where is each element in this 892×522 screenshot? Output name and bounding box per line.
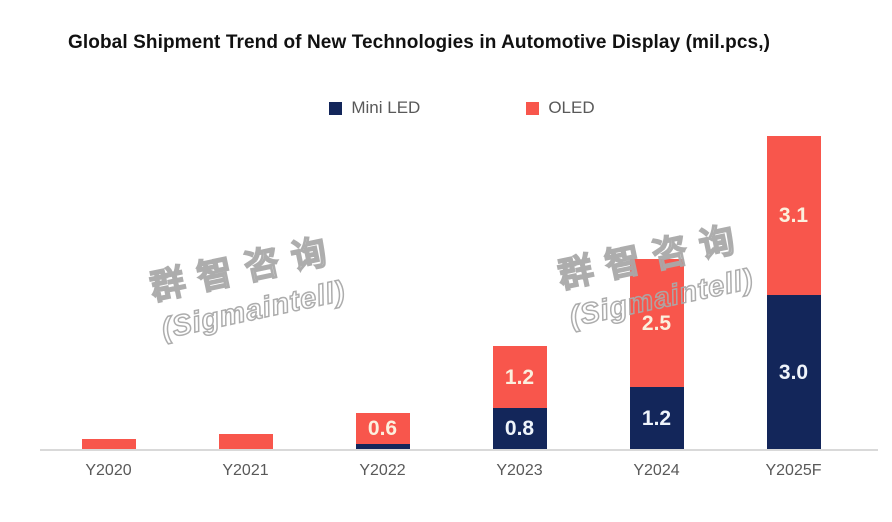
- bar-column-y2022: 0.6: [314, 130, 451, 449]
- bar-column-y2021: [177, 130, 314, 449]
- bar-segment-oled-y2022: 0.6: [355, 413, 410, 444]
- legend-item-mini-led: Mini LED: [329, 98, 420, 118]
- legend-label-oled: OLED: [548, 98, 595, 117]
- bar-columns: 0.6 1.2 0.8 2.5 1.2 3.1 3.0: [40, 130, 862, 449]
- x-axis-label-y2020: Y2020: [85, 462, 132, 479]
- legend: Mini LED OLED: [16, 98, 892, 118]
- x-axis-labels: Y2020 Y2021 Y2022 Y2023 Y2024 Y2025F: [40, 462, 862, 480]
- bar-segment-mini-led-y2022: [355, 444, 410, 449]
- bar-segment-oled-y2020: [81, 439, 136, 449]
- bar-segment-oled-y2021: [218, 434, 273, 449]
- data-label-oled-y2024: 2.5: [641, 311, 672, 335]
- x-axis-label-y2022: Y2022: [359, 462, 406, 479]
- data-label-oled-y2025f: 3.1: [778, 204, 809, 227]
- x-axis-label-y2021: Y2021: [222, 462, 269, 479]
- legend-item-oled: OLED: [526, 98, 595, 118]
- bar-segment-oled-y2025f: 3.1: [766, 136, 821, 295]
- bar-segment-mini-led-y2023: 0.8: [492, 408, 547, 449]
- bar-column-y2024: 2.5 1.2: [588, 130, 725, 449]
- x-axis-label-y2025f: Y2025F: [765, 462, 822, 479]
- legend-swatch-oled-icon: [526, 101, 540, 115]
- legend-label-mini-led: Mini LED: [351, 98, 421, 117]
- chart-title: Global Shipment Trend of New Technologie…: [68, 32, 771, 53]
- x-axis-label-y2024: Y2024: [633, 462, 680, 479]
- bar-stack-y2023: 1.2 0.8: [492, 346, 547, 449]
- bar-segment-mini-led-y2024: 1.2: [629, 387, 684, 449]
- bar-stack-y2021: [218, 434, 273, 449]
- bar-segment-oled-y2024: 2.5: [629, 259, 684, 387]
- bar-segment-mini-led-y2025f: 3.0: [766, 295, 821, 449]
- x-axis-label-y2023: Y2023: [496, 462, 543, 479]
- data-label-mini-led-y2025f: 3.0: [778, 360, 809, 384]
- bar-stack-y2020: [81, 439, 136, 449]
- bar-column-y2023: 1.2 0.8: [451, 130, 588, 449]
- bar-stack-y2024: 2.5 1.2: [629, 259, 684, 449]
- bar-stack-y2025f: 3.1 3.0: [766, 136, 821, 449]
- data-label-oled-y2023: 1.2: [504, 365, 535, 389]
- data-label-mini-led-y2023: 0.8: [504, 417, 535, 440]
- bar-column-y2025f: 3.1 3.0: [725, 130, 862, 449]
- plot-area: 0.6 1.2 0.8 2.5 1.2 3.1 3.0: [40, 130, 878, 451]
- legend-swatch-mini-led-icon: [329, 101, 343, 115]
- data-label-oled-y2022: 0.6: [367, 417, 398, 440]
- bar-stack-y2022: 0.6: [355, 413, 410, 449]
- bar-segment-oled-y2023: 1.2: [492, 346, 547, 408]
- data-label-mini-led-y2024: 1.2: [641, 406, 672, 430]
- bar-column-y2020: [40, 130, 177, 449]
